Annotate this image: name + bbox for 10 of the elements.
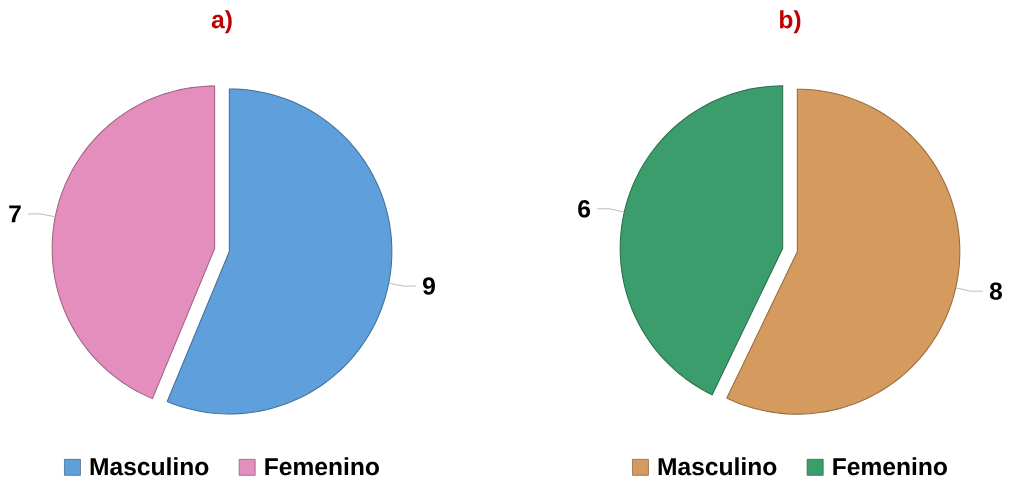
data-label: 8 xyxy=(989,282,1002,300)
legend-label: Masculino xyxy=(658,457,777,476)
data-label: 7 xyxy=(9,205,21,223)
data-label: 9 xyxy=(423,277,435,295)
data-label: 6 xyxy=(578,200,591,218)
legend-label: Masculino xyxy=(90,457,209,476)
legend-label: Femenino xyxy=(265,457,379,476)
chart-title: a) xyxy=(211,10,232,34)
chart-title: b) xyxy=(780,10,801,34)
legend-label: Femenino xyxy=(833,457,947,476)
